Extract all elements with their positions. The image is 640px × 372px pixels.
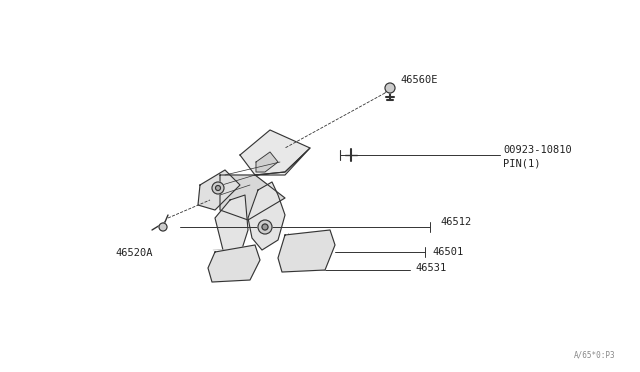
Polygon shape <box>278 230 335 272</box>
Text: 46531: 46531 <box>415 263 446 273</box>
Polygon shape <box>215 195 248 258</box>
Polygon shape <box>255 148 310 175</box>
Circle shape <box>258 220 272 234</box>
Text: A/65*0:P3: A/65*0:P3 <box>573 351 615 360</box>
Circle shape <box>385 83 395 93</box>
Polygon shape <box>256 152 278 172</box>
Polygon shape <box>248 182 285 250</box>
Circle shape <box>159 223 167 231</box>
Polygon shape <box>198 170 240 210</box>
Text: 46520A: 46520A <box>115 248 152 258</box>
Polygon shape <box>240 130 310 175</box>
Circle shape <box>212 182 224 194</box>
Polygon shape <box>208 245 260 282</box>
Text: 00923-10810: 00923-10810 <box>503 145 572 155</box>
Circle shape <box>262 224 268 230</box>
Text: 46560E: 46560E <box>400 75 438 85</box>
Text: 46501: 46501 <box>432 247 463 257</box>
Polygon shape <box>220 175 285 220</box>
Text: PIN(1): PIN(1) <box>503 158 541 168</box>
Text: 46512: 46512 <box>440 217 471 227</box>
Circle shape <box>216 186 221 190</box>
